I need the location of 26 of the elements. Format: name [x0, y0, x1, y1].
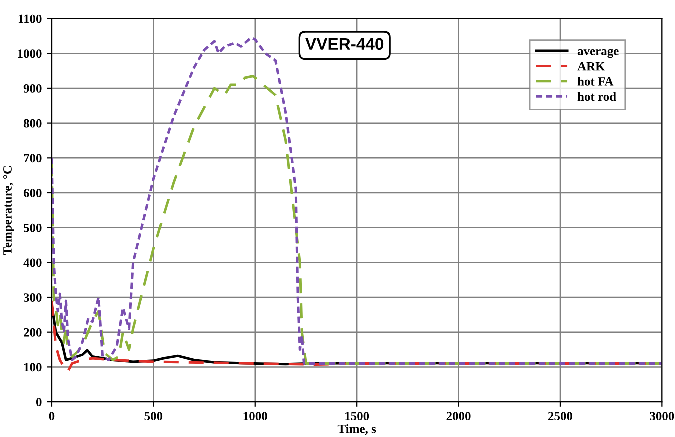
y-tick-label: 1000: [18, 50, 42, 58]
legend-label: average: [578, 48, 619, 58]
x-tick-label: 3000: [650, 412, 674, 421]
x-tick-label: 1500: [346, 412, 370, 421]
y-tick-label: 1100: [18, 14, 42, 24]
y-tick-label: 700: [24, 154, 42, 163]
x-tick-label: 1000: [244, 412, 268, 421]
y-tick-label: 0: [36, 398, 42, 406]
x-axis-title: Time, s: [338, 424, 376, 436]
y-tick-label: 800: [24, 119, 42, 128]
y-tick-label: 200: [24, 328, 42, 337]
y-tick-label: 300: [24, 294, 42, 302]
legend-label: ARK: [578, 62, 606, 71]
y-tick-label: 500: [24, 224, 42, 232]
x-tick-label: 2000: [446, 412, 471, 421]
x-tick-label: 500: [144, 412, 163, 421]
y-tick-label: 400: [24, 258, 42, 268]
legend-label: hot FA: [578, 77, 614, 86]
legend-label: hot rod: [578, 92, 616, 102]
y-tick-label: 900: [24, 84, 42, 93]
y-tick-label: 600: [24, 189, 42, 198]
x-tick-label: 2500: [548, 412, 572, 421]
y-axis-title: Temperature, °C: [4, 166, 14, 256]
y-tick-label: 100: [24, 363, 42, 372]
annotation: VVER-440: [306, 38, 384, 50]
x-tick-label: 0: [49, 412, 55, 421]
